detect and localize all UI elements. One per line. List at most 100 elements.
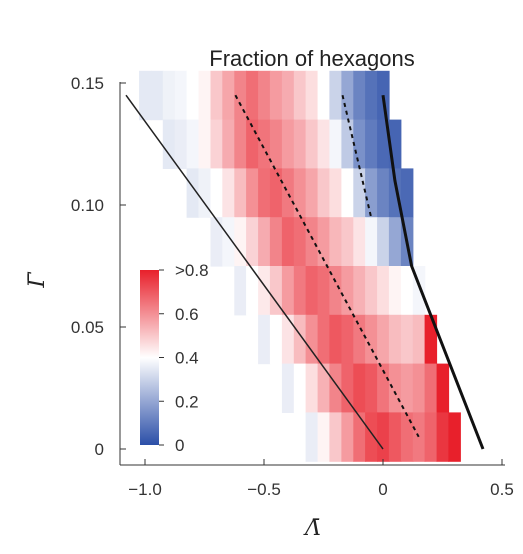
heatmap-cell-r3-c13 (365, 217, 378, 267)
heatmap-cell-r6-c8 (377, 363, 390, 413)
heatmap-cell-r1-c13 (317, 119, 331, 169)
x-tick-label-2: 0 (378, 480, 387, 499)
heatmap-cell-r2-c5 (246, 168, 259, 218)
heatmap-cell-r5-c10 (377, 314, 390, 365)
left-boundary-line (125, 94, 384, 450)
heatmap-cell-r5-c14 (424, 314, 438, 365)
heatmap-cell-r7-c7 (388, 412, 402, 462)
heatmap-cell-r1-c10 (281, 119, 295, 169)
heatmap-cell-r3-c2 (234, 217, 247, 267)
heatmap-cell-r5-c2 (281, 314, 295, 365)
heatmap-cell-r3-c5 (269, 217, 283, 267)
heatmap-cell-r3-c8 (305, 217, 319, 267)
heatmap-cell-r5-c8 (353, 314, 366, 365)
heatmap-cell-r0-c0 (139, 70, 152, 121)
heatmap-cell-r3-c10 (329, 217, 342, 267)
heatmap-cell-r6-c2 (305, 363, 319, 413)
heatmap-cell-r2-c2 (210, 168, 223, 218)
heatmap-cell-r1-c5 (222, 119, 235, 169)
heatmap-cell-r6-c7 (365, 363, 378, 413)
heatmap-cell-r3-c12 (353, 217, 366, 267)
heatmap-cell-r3-c6 (281, 217, 295, 267)
heatmap-cell-r3-c14 (377, 217, 390, 267)
axes: −1.0 −0.5 0 0.5 0 0.05 0.10 0.15 (71, 74, 514, 499)
heatmap-cell-r3-c4 (258, 217, 271, 267)
boundary-lines (125, 94, 485, 450)
colorbar-label-4: 0 (175, 436, 184, 455)
heatmap-cell-r3-c7 (293, 217, 307, 267)
heatmap-cell-r5-c6 (329, 314, 342, 365)
heatmap-cell-r1-c7 (246, 119, 259, 169)
colorbar-gradient (140, 270, 159, 445)
colorbar-label-1: 0.6 (175, 305, 199, 324)
heatmap-cell-r7-c4 (353, 412, 366, 462)
heatmap-cell-r5-c5 (317, 314, 331, 365)
y-tick-label-0: 0 (95, 440, 104, 459)
heatmap-cell-r1-c8 (258, 119, 271, 169)
heatmap-cell-r5-c13 (412, 314, 426, 365)
heatmap-cell-r4-c5 (293, 266, 307, 316)
heatmap-cell-r3-c3 (246, 217, 259, 267)
heatmap-cell-r1-c18 (377, 119, 390, 169)
colorbar-label-3: 0.2 (175, 392, 199, 411)
heatmap-cell-r1-c14 (329, 119, 342, 169)
heatmap-cell-r5-c0 (258, 314, 271, 365)
heatmap-cell-r6-c9 (388, 363, 402, 413)
heatmap-cell-r4-c11 (365, 266, 378, 316)
heatmap-cell-r0-c9 (246, 70, 259, 121)
heatmap-cell-r2-c15 (365, 168, 378, 218)
heatmap-cell-r0-c17 (341, 70, 354, 121)
dashed-line-2 (341, 94, 373, 218)
heatmap-cell-r2-c3 (222, 168, 235, 218)
heatmap-cell-r0-c16 (329, 70, 342, 121)
heatmap-cell-r0-c10 (258, 70, 271, 121)
heatmap-cell-r1-c16 (353, 119, 366, 169)
heatmap-cell-r6-c10 (400, 363, 414, 413)
heatmap-cell-r3-c11 (341, 217, 354, 267)
x-tick-label-0: −1.0 (128, 480, 162, 499)
chart-title: Fraction of hexagons (209, 46, 414, 71)
heatmap-cell-r7-c2 (329, 412, 342, 462)
heatmap-cell-r6-c11 (412, 363, 426, 413)
heatmap-cell-r1-c17 (365, 119, 378, 169)
heatmap-cell-r0-c1 (151, 70, 164, 121)
heatmap-cell-r7-c0 (305, 412, 319, 462)
heatmap-cell-r1-c3 (198, 119, 211, 169)
right-boundary-line (381, 94, 485, 450)
heatmap-cell-r7-c10 (424, 412, 438, 462)
heatmap-cell-r5-c12 (400, 314, 414, 365)
heatmap-cell-r2-c8 (281, 168, 295, 218)
heatmap-cell-r0-c13 (293, 70, 307, 121)
x-axis-label: Λ̄ (303, 516, 321, 541)
heatmap-cell-r5-c9 (365, 314, 378, 365)
y-tick-label-2: 0.10 (71, 196, 104, 215)
x-tick-label-1: −0.5 (247, 480, 281, 499)
heatmap-cell-r1-c0 (162, 119, 176, 169)
heatmap-cell-r5-c11 (388, 314, 402, 365)
heatmap-cell-r6-c12 (424, 363, 438, 413)
heatmap-cell-r4-c4 (281, 266, 295, 316)
heatmap-cell-r4-c6 (305, 266, 319, 316)
heatmap-cell-r0-c19 (365, 70, 378, 121)
heatmap-cell-r7-c6 (377, 412, 390, 462)
heatmap-cell-r3-c15 (388, 217, 402, 267)
heatmap-cell-r4-c7 (317, 266, 331, 316)
heatmap-cell-r2-c14 (353, 168, 366, 218)
heatmap-cell-r0-c7 (222, 70, 235, 121)
y-axis-label: Γ̄ (25, 272, 50, 289)
dashed-line-1 (234, 94, 420, 438)
heatmap-cell-r7-c12 (448, 412, 461, 462)
heatmap-cell-r6-c0 (281, 363, 295, 413)
heatmap-cell-r0-c6 (210, 70, 223, 121)
colorbar: >0.8 0.6 0.4 0.2 0 (140, 261, 209, 455)
heatmap-cell-r1-c15 (341, 119, 354, 169)
heatmap-cell-r0-c15 (317, 70, 331, 121)
heatmap-cell-r2-c1 (198, 168, 211, 218)
heatmap-cell-r2-c0 (186, 168, 200, 218)
heatmap-cell-r0-c8 (234, 70, 247, 121)
heatmap-cell-r1-c6 (234, 119, 247, 169)
heatmap-cell-r1-c2 (186, 119, 200, 169)
heatmap-cell-r2-c16 (377, 168, 390, 218)
heatmap-cell-r5-c7 (341, 314, 354, 365)
